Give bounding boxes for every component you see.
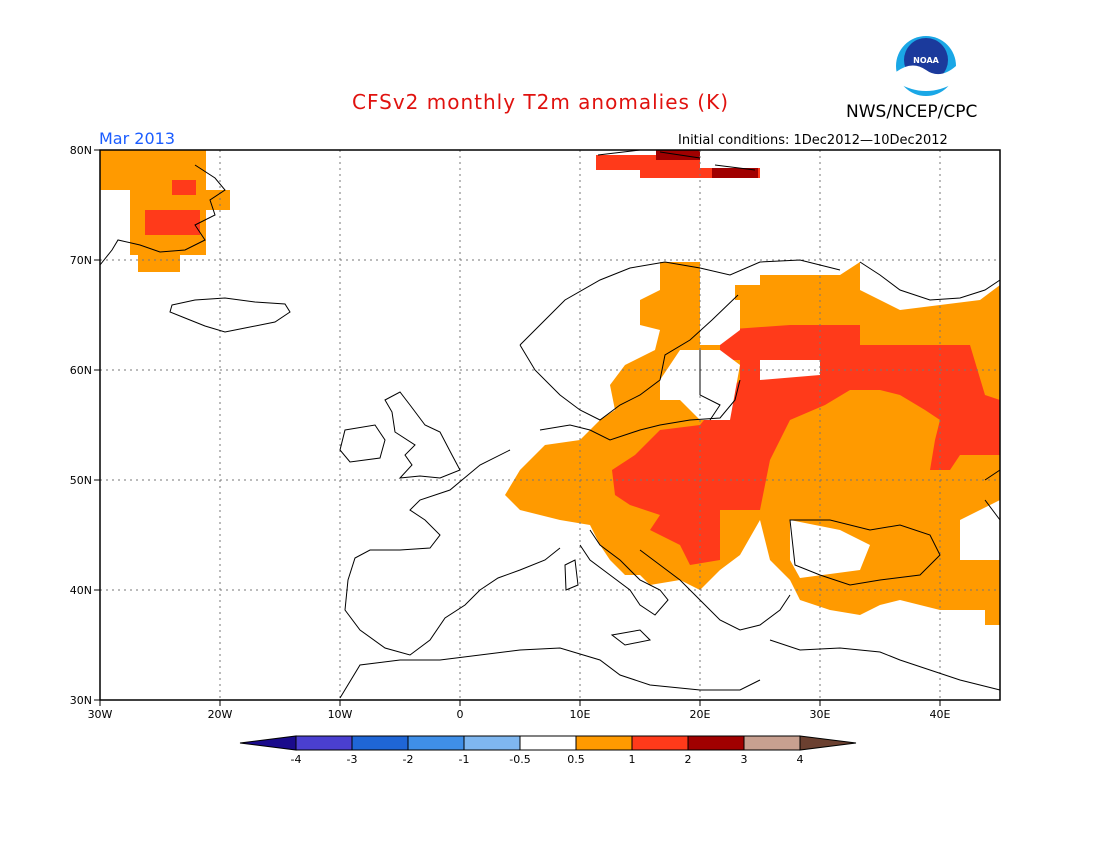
colorbar-swatch [575, 735, 633, 751]
lat-label: 60N [70, 364, 92, 377]
colorbar-label: -1 [459, 753, 470, 766]
colorbar-label: 0.5 [567, 753, 585, 766]
lon-label: 30E [810, 708, 831, 721]
lat-label: 50N [70, 474, 92, 487]
svg-text:NOAA: NOAA [913, 56, 939, 65]
colorbar-swatch [351, 735, 409, 751]
lon-label: 0 [457, 708, 464, 721]
noaa-logo: NOAA [896, 36, 956, 96]
colorbar: -4 -3 -2 -1 -0.5 0.5 1 2 3 4 [239, 735, 857, 766]
colorbar-swatch [631, 735, 689, 751]
lat-lon-grid [100, 150, 1000, 700]
lon-label: 20E [690, 708, 711, 721]
colorbar-swatch [519, 735, 577, 751]
initial-conditions-label: Initial conditions: 1Dec2012—10Dec2012 [678, 133, 948, 148]
lon-label: 10W [328, 708, 353, 721]
colorbar-arrow-high [799, 735, 857, 751]
month-label: Mar 2013 [99, 129, 175, 148]
colorbar-label: -3 [347, 753, 358, 766]
lon-label: 20W [208, 708, 233, 721]
lon-label: 40E [930, 708, 951, 721]
lat-label: 70N [70, 254, 92, 267]
lon-label: 30W [88, 708, 113, 721]
colorbar-label: 3 [741, 753, 748, 766]
colorbar-label: 1 [629, 753, 636, 766]
anomaly-darkred-region [656, 150, 758, 178]
colorbar-swatch [407, 735, 465, 751]
colorbar-arrow-low [239, 735, 297, 751]
colorbar-label: 4 [797, 753, 804, 766]
lon-label: 10E [570, 708, 591, 721]
lon-labels: 30W 20W 10W 0 10E 20E 30E 40E [88, 708, 951, 721]
colorbar-swatch [295, 735, 353, 751]
map-frame [99, 149, 1001, 701]
colorbar-swatch [463, 735, 521, 751]
organization-label: NWS/NCEP/CPC [846, 102, 978, 122]
colorbar-label: -4 [291, 753, 302, 766]
colorbar-label: -2 [403, 753, 414, 766]
coastlines [99, 149, 1001, 699]
lat-label: 40N [70, 584, 92, 597]
lat-labels: 80N 70N 60N 50N 40N 30N [70, 144, 92, 707]
map-title: CFSv2 monthly T2m anomalies (K) [352, 90, 729, 114]
colorbar-label: 2 [685, 753, 692, 766]
colorbar-swatch [743, 735, 801, 751]
colorbar-swatch [687, 735, 745, 751]
lat-label: 80N [70, 144, 92, 157]
colorbar-label: -0.5 [509, 753, 530, 766]
axis-ticks [94, 149, 941, 706]
lat-label: 30N [70, 694, 92, 707]
